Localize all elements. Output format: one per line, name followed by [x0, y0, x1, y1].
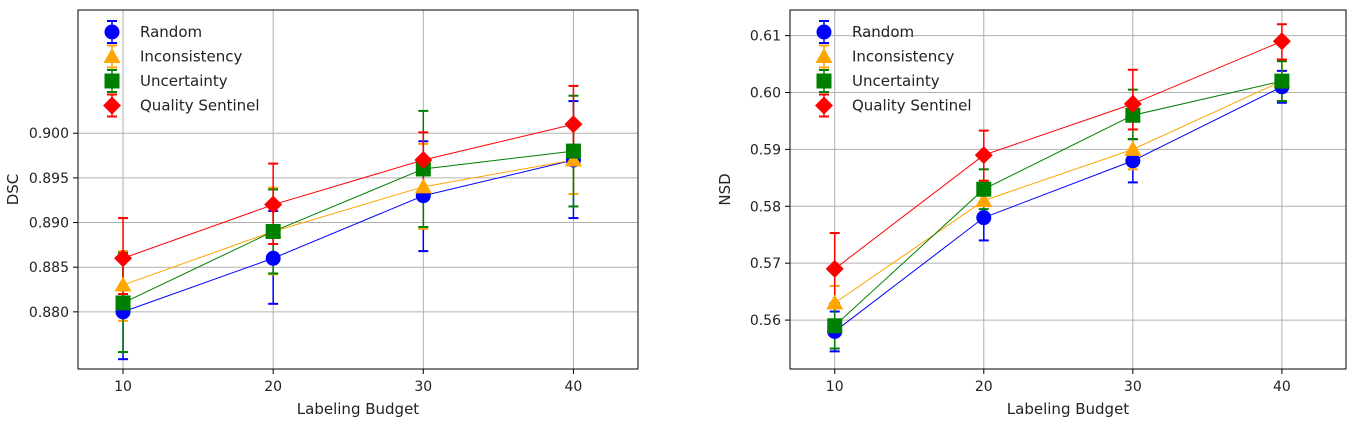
- series-line-1: [834, 80, 1283, 304]
- data-point-2: [265, 223, 281, 239]
- x-tick-label: 30: [1124, 379, 1142, 395]
- y-tick-label: 0.880: [29, 305, 69, 321]
- data-point-3: [264, 195, 283, 214]
- x-tick-label: 30: [414, 379, 432, 395]
- data-point-0: [976, 210, 992, 226]
- legend-marker-3: [103, 96, 121, 115]
- legend-marker-0: [104, 24, 120, 40]
- data-point-2: [827, 318, 843, 334]
- data-point-1: [826, 294, 844, 310]
- data-point-0: [1125, 153, 1141, 169]
- series-line-0: [834, 86, 1283, 332]
- data-point-1: [114, 276, 132, 292]
- y-tick-label: 0.895: [29, 171, 69, 187]
- legend-marker-1: [103, 48, 121, 63]
- series-line-0: [122, 159, 574, 313]
- series-line-2: [834, 80, 1283, 327]
- x-tick-label: 10: [826, 379, 844, 395]
- legend-marker-3: [815, 96, 833, 115]
- data-point-1: [1124, 140, 1142, 156]
- data-point-1: [564, 151, 582, 167]
- data-point-3: [414, 151, 433, 170]
- legend-label: Random: [140, 23, 202, 41]
- data-point-2: [1125, 107, 1141, 123]
- data-point-3: [974, 146, 993, 165]
- legend-label: Uncertainty: [852, 72, 940, 90]
- y-tick-label: 0.59: [750, 142, 781, 158]
- legend-marker-2: [816, 73, 832, 89]
- series-line-2: [122, 150, 574, 304]
- data-point-1: [414, 178, 432, 194]
- legend-label: Uncertainty: [140, 72, 228, 90]
- legend-marker-2: [104, 73, 120, 89]
- legend-marker-0: [816, 24, 832, 40]
- y-tick-label: 0.57: [750, 256, 781, 272]
- chart-nsd: 0.56 0.57 0.58 0.59 0.60 0.61 10 20 30 40 Labeling…: [716, 9, 1347, 418]
- data-point-0: [265, 250, 281, 266]
- legend-marker-1: [815, 48, 833, 63]
- data-point-3: [564, 115, 583, 134]
- series-line-3: [834, 40, 1283, 270]
- legend-label: Quality Sentinel: [852, 97, 972, 115]
- y-tick-label: 0.885: [29, 260, 69, 276]
- x-axis-title: Labeling Budget: [1007, 400, 1129, 418]
- legend-label: Quality Sentinel: [140, 97, 260, 115]
- y-tick-label: 0.60: [750, 85, 781, 101]
- plot-frame: [789, 9, 1347, 370]
- legend-label: Inconsistency: [140, 48, 243, 66]
- data-point-1: [975, 192, 993, 208]
- chart-dsc: 0.880 0.885 0.890 0.895 0.900 10 20 30 40 Labelin…: [4, 9, 639, 418]
- data-point-2: [976, 181, 992, 197]
- y-axis-title: NSD: [716, 173, 734, 205]
- y-tick-label: 0.56: [750, 313, 781, 329]
- data-point-2: [1274, 73, 1290, 89]
- series-line-1: [122, 159, 574, 286]
- y-tick-label: 0.890: [29, 216, 69, 232]
- data-point-3: [114, 249, 133, 268]
- x-tick-label: 40: [565, 379, 583, 395]
- y-axis-title: DSC: [4, 174, 22, 206]
- y-tick-label: 0.58: [750, 199, 781, 215]
- series-line-3: [122, 123, 574, 259]
- x-tick-label: 40: [1273, 379, 1291, 395]
- legend-label: Inconsistency: [852, 48, 955, 66]
- x-axis-title: Labeling Budget: [297, 400, 419, 418]
- legend-label: Random: [852, 23, 914, 41]
- data-point-3: [1123, 94, 1142, 113]
- x-tick-label: 20: [975, 379, 993, 395]
- y-tick-label: 0.900: [29, 126, 69, 142]
- x-tick-label: 20: [264, 379, 282, 395]
- data-point-2: [115, 295, 131, 311]
- y-tick-label: 0.61: [750, 29, 781, 45]
- x-tick-label: 10: [114, 379, 132, 395]
- data-point-2: [565, 143, 581, 159]
- data-point-3: [1272, 32, 1291, 51]
- plot-frame: [77, 9, 639, 370]
- data-point-3: [825, 259, 844, 278]
